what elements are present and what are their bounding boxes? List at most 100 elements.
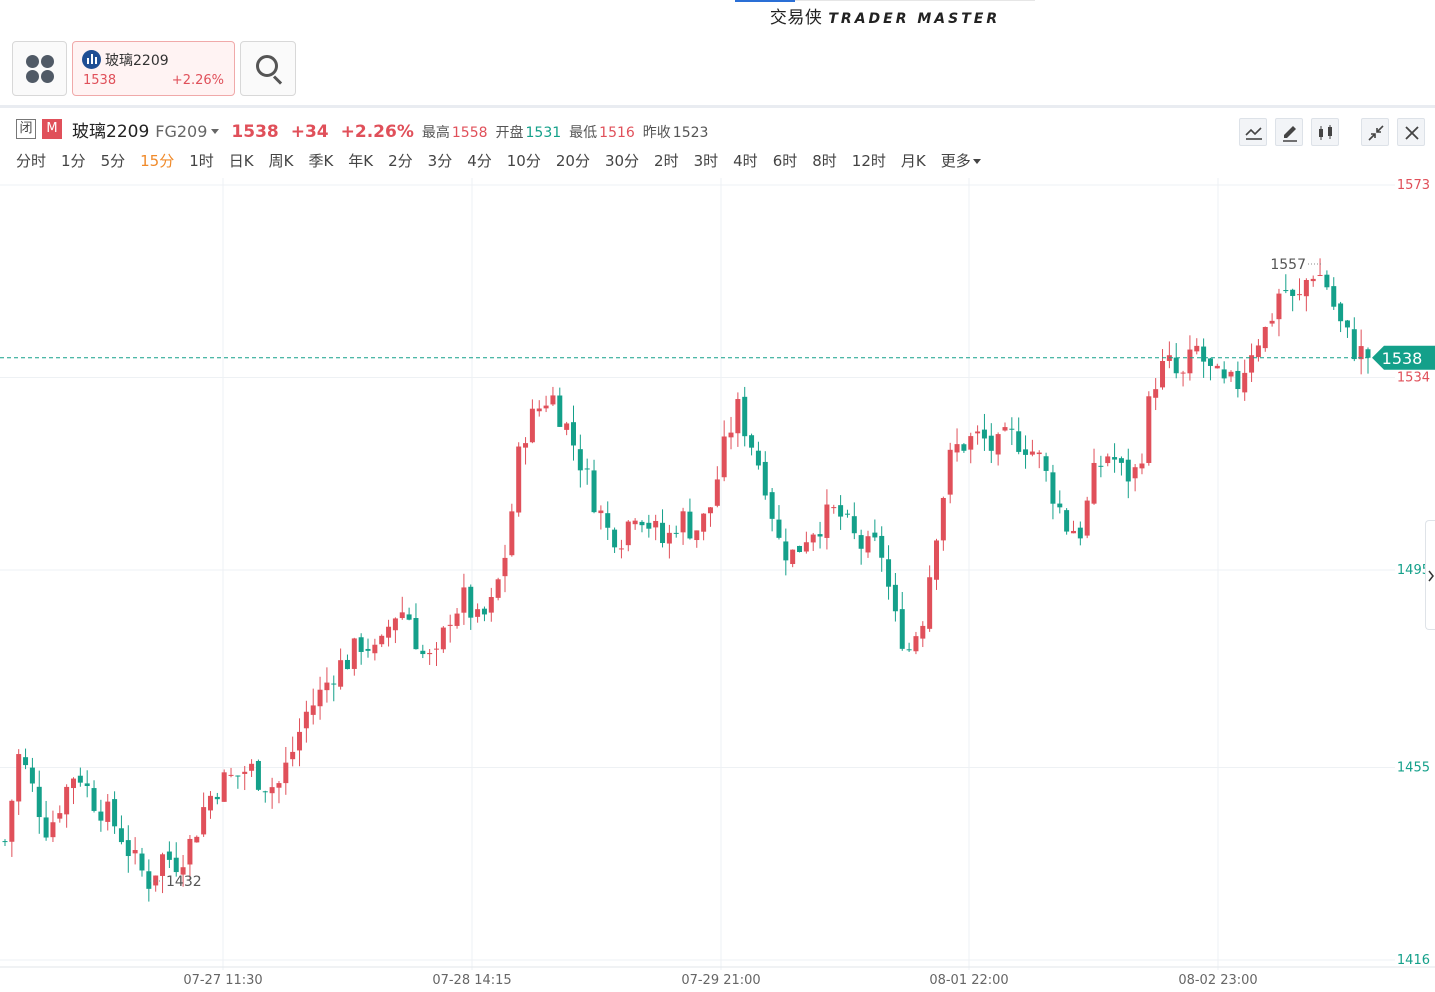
symbol-tab[interactable]: 玻璃2209 1538 +2.26% [72, 41, 235, 96]
period-more[interactable]: 更多 [941, 150, 981, 171]
candle-147 [1009, 417, 1015, 446]
period-6[interactable]: 周K [268, 152, 294, 170]
period-20[interactable]: 12时 [851, 152, 886, 170]
candle-123 [844, 509, 850, 518]
candle-125 [858, 529, 864, 565]
period-more-label: 更多 [940, 152, 971, 170]
brand-underline [735, 0, 795, 2]
candle-130 [892, 572, 898, 622]
candle-173 [1187, 335, 1193, 381]
candle-131 [899, 591, 905, 651]
tab-symbol-name: 玻璃2209 [105, 53, 169, 69]
candle-137 [940, 496, 946, 551]
candle-38 [262, 790, 268, 803]
prev-close-value: 1523 [672, 125, 709, 141]
candle-88 [605, 501, 611, 540]
candle-36 [249, 759, 255, 777]
candle-3 [23, 748, 29, 770]
candle-50 [344, 654, 350, 670]
candle-26 [180, 855, 186, 887]
candle-165 [1132, 464, 1138, 492]
candle-175 [1201, 338, 1207, 378]
period-3[interactable]: 15分 [140, 152, 175, 170]
candle-39 [269, 777, 275, 809]
candle-68 [468, 584, 474, 630]
period-1[interactable]: 1分 [61, 152, 86, 170]
period-16[interactable]: 3时 [693, 152, 719, 170]
chevron-down-icon[interactable] [211, 129, 220, 134]
candle-133 [913, 631, 919, 655]
period-14[interactable]: 30分 [604, 152, 640, 170]
market-closed-badge: 闭 [16, 119, 36, 139]
candle-37 [255, 759, 261, 792]
y-tick-label-2: 1495 [1397, 563, 1430, 578]
period-13[interactable]: 20分 [555, 152, 590, 170]
symbol-name: 玻璃2209 [72, 122, 150, 142]
period-7[interactable]: 季K [308, 152, 334, 170]
candle-143 [981, 413, 987, 451]
candle-25 [173, 842, 179, 877]
candle-74 [509, 503, 515, 557]
candle-106 [728, 416, 734, 450]
period-9[interactable]: 2分 [388, 152, 413, 170]
candle-190 [1303, 278, 1309, 312]
candle-12 [84, 770, 90, 798]
candle-22 [153, 875, 159, 892]
candle-138 [947, 442, 953, 504]
symbol-code[interactable]: FG209 [155, 122, 208, 141]
candle-91 [625, 520, 631, 552]
candle-71 [488, 587, 494, 622]
candle-139 [954, 428, 960, 462]
main-contract-badge: M [42, 119, 62, 139]
indicator-button[interactable] [1239, 118, 1267, 146]
candle-101 [694, 530, 700, 548]
period-5[interactable]: 日K [228, 152, 254, 170]
period-19[interactable]: 8时 [812, 152, 837, 170]
candle-102 [701, 513, 707, 541]
period-15[interactable]: 2时 [654, 152, 679, 170]
period-11[interactable]: 4分 [467, 152, 492, 170]
side-panel-toggle[interactable] [1425, 520, 1435, 630]
period-8[interactable]: 年K [348, 152, 374, 170]
candlestick-chart[interactable]: 1573 1534 1495 1455 1416 07-27 11:30 07-28 14:… [0, 178, 1435, 988]
candle-4 [29, 757, 35, 792]
period-0[interactable]: 分时 [16, 152, 47, 170]
candle-109 [749, 433, 755, 456]
brand-en: TRADER MASTER [828, 11, 1001, 27]
candle-170 [1166, 341, 1172, 369]
candle-11 [77, 767, 83, 787]
draw-button[interactable] [1275, 118, 1303, 146]
candle-96 [660, 509, 666, 548]
high-marker-label: 1557 [1270, 257, 1306, 273]
apps-button[interactable] [12, 41, 67, 96]
period-4[interactable]: 1时 [189, 152, 214, 170]
candle-168 [1153, 378, 1159, 411]
period-21[interactable]: 月K [900, 152, 926, 170]
low-value: 1516 [599, 125, 635, 141]
candle-174 [1194, 338, 1200, 355]
indicator-icon [1245, 127, 1262, 140]
chart-canvas[interactable]: 1573 1534 1495 1455 1416 07-27 11:30 07-28 14:… [0, 178, 1435, 988]
period-17[interactable]: 4时 [733, 152, 758, 170]
quote-toolbar: 玻璃2209 1538 +2.26% [0, 36, 1435, 104]
candle-166 [1139, 453, 1145, 475]
candle-type-button[interactable] [1311, 118, 1339, 146]
candle-73 [502, 544, 508, 593]
candle-145 [995, 432, 1001, 466]
candle-155 [1064, 508, 1070, 535]
close-icon [1405, 126, 1419, 140]
close-button[interactable] [1397, 118, 1425, 146]
period-12[interactable]: 10分 [506, 152, 541, 170]
candle-180 [1235, 361, 1241, 398]
period-10[interactable]: 3分 [427, 152, 453, 170]
brand-logo: 交易侠 TRADER MASTER [735, 0, 1035, 32]
candle-177 [1214, 363, 1220, 369]
candle-46 [317, 676, 323, 720]
period-2[interactable]: 5分 [100, 152, 126, 170]
candle-82 [564, 421, 570, 436]
candle-16 [112, 791, 118, 834]
candle-19 [132, 837, 138, 865]
search-button[interactable] [240, 41, 296, 96]
compress-button[interactable] [1361, 118, 1389, 146]
period-18[interactable]: 6时 [772, 152, 798, 170]
